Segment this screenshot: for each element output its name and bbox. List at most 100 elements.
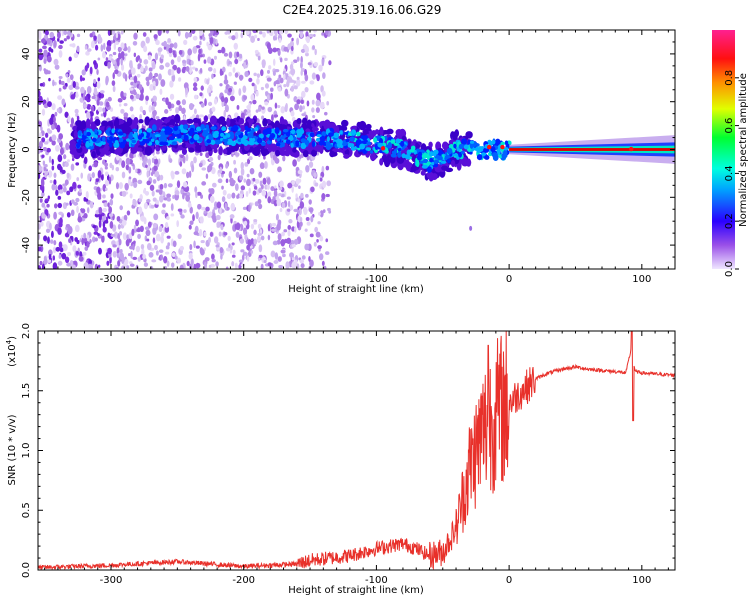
noise-speck [53,203,58,209]
noise-speck [171,252,176,258]
ridge-core [280,135,286,140]
noise-speck [114,66,117,70]
noise-speck [253,218,258,223]
ridge-core [421,164,428,169]
noise-speck [208,188,212,193]
noise-speck [96,186,101,194]
noise-speck [44,170,49,175]
noise-speck [157,30,162,36]
noise-speck [315,99,321,107]
noise-speck [172,240,177,248]
noise-speck [100,217,106,223]
noise-speck [46,147,51,153]
noise-speck [86,62,90,69]
noise-speck [205,152,210,159]
ridge-core [433,149,439,155]
noise-speck [167,38,172,43]
noise-speck [56,124,61,133]
noise-speck [121,64,125,71]
noise-speck [223,52,229,57]
noise-speck [321,193,326,200]
noise-speck [281,202,286,209]
noise-speck [279,77,284,84]
noise-speck [72,80,76,88]
noise-speck [242,206,247,210]
noise-speck [147,158,152,167]
noise-speck [109,55,113,60]
snr-y-label: SNR (10 * v/v) [7,414,18,485]
noise-speck [172,50,176,56]
noise-speck [146,238,150,242]
ridge-core [492,154,499,161]
noise-speck [148,104,152,113]
ridge-core [395,138,401,144]
noise-speck [103,42,106,51]
noise-speck [269,31,274,37]
noise-speck [279,180,284,188]
noise-speck [223,109,227,118]
noise-speck [98,219,102,228]
noise-speck [41,154,45,159]
noise-speck [179,264,184,269]
noise-speck [300,99,304,104]
noise-speck [111,116,117,120]
noise-speck [271,222,277,227]
noise-speck [322,209,326,213]
noise-speck [139,58,142,64]
noise-speck [135,168,138,174]
noise-speck [102,226,107,233]
noise-speck [55,246,61,252]
ridge-core [397,151,402,158]
ridge-halo [306,119,312,128]
noise-speck [219,206,222,215]
noise-speck [296,76,300,81]
noise-speck [226,193,232,200]
noise-speck [277,166,282,173]
noise-speck [196,191,202,196]
noise-speck [301,90,306,98]
noise-speck [146,180,151,186]
noise-speck [295,193,298,199]
ridge-core [119,141,126,149]
noise-speck [298,207,302,216]
noise-speck [257,106,262,112]
ridge-core [333,132,340,139]
noise-speck [129,94,134,100]
noise-speck [94,213,100,218]
noise-speck [60,80,65,86]
y-tick-label: 0.5 [21,502,32,518]
ridge-core [140,133,145,138]
noise-speck [191,30,196,34]
ridge-core [417,151,423,157]
noise-speck [74,224,80,233]
noise-speck [188,252,193,260]
noise-speck [284,57,288,62]
noise-speck [72,245,77,252]
noise-speck [104,220,109,224]
noise-speck [252,190,257,196]
noise-speck [321,90,326,97]
noise-speck [102,207,108,213]
ridge-core [78,131,82,137]
noise-speck [200,102,205,108]
noise-speck [220,253,223,260]
noise-speck [206,87,211,95]
noise-speck [245,190,249,198]
noise-speck [105,57,109,62]
noise-speck [94,44,99,51]
noise-speck [146,198,151,203]
noise-speck [67,115,71,123]
noise-speck [128,166,132,174]
noise-speck [319,177,323,182]
noise-speck [170,170,175,178]
noise-speck [219,166,223,174]
noise-speck [266,69,271,74]
ridge-halo [358,120,367,131]
ridge-core [339,130,343,135]
noise-speck [38,121,41,125]
ridge-core [326,136,330,142]
noise-speck [41,137,46,143]
noise-speck [112,244,117,248]
colorbar-label: Normalized spectral amplitude [738,73,749,227]
noise-speck [233,42,238,50]
